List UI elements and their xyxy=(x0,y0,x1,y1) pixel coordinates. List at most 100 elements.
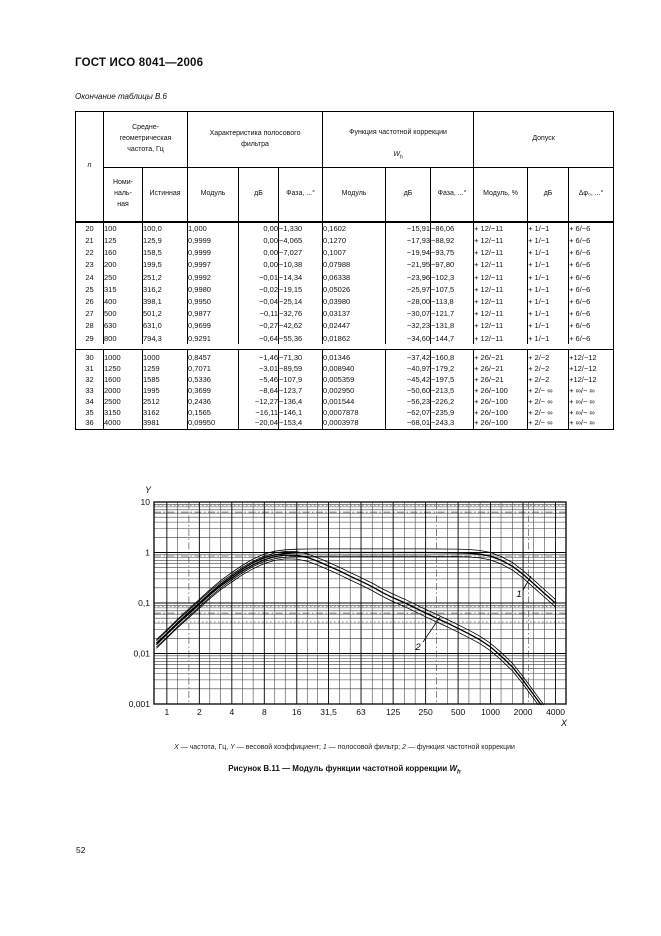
svg-text:0,01: 0,01 xyxy=(133,649,150,659)
col-header-filter-modulus: Модуль xyxy=(187,167,240,223)
table-cell: 1250 xyxy=(103,363,143,375)
table-cell: −86,06 xyxy=(430,221,475,235)
figure-legend: X — частота, Гц, Y — весовой коэффициент… xyxy=(75,744,614,751)
table-cell: −20,04 xyxy=(238,417,280,430)
col-header-wh-modulus: Модуль xyxy=(322,167,387,223)
table-cell: + 6/−6 xyxy=(568,283,615,296)
table-cell: 0,002950 xyxy=(322,385,387,396)
table-cell: + 2/−2 xyxy=(527,363,570,375)
table-cell: 0,06338 xyxy=(322,271,387,284)
table-cell: + 6/−6 xyxy=(568,307,615,320)
table-cell: + ∞/− ∞ xyxy=(568,395,615,407)
table-cell: −56,23 xyxy=(385,395,432,407)
table-cell: + 6/−6 xyxy=(568,332,615,345)
table-cell: + 6/−6 xyxy=(568,221,615,235)
table-cell: −0,11 xyxy=(238,307,280,320)
table-cell: −32,76 xyxy=(278,307,324,320)
col-header-filter-phase: Фаза, ...° xyxy=(278,167,324,223)
curve-label-2: 2 xyxy=(414,616,441,653)
table-cell: +12/−12 xyxy=(568,349,615,364)
table-cell: 0,9291 xyxy=(187,332,240,345)
table-cell: 35 xyxy=(75,406,104,418)
table-row: 30 1000 1000 0,8457 −1,46 −71,30 0,01346 −37,42… xyxy=(75,349,615,364)
table-cell: 0,005359 xyxy=(322,374,387,386)
figure-b11-chart: 1 2 10 1 0,1 0,01 0,001 1 2 4 8 16 31,5 63 125 250 500 10… xyxy=(120,484,580,736)
table-cell: +12/−12 xyxy=(568,363,615,375)
svg-text:1: 1 xyxy=(516,589,521,600)
table-cell: −146,1 xyxy=(278,406,324,418)
y-axis-title: Y xyxy=(145,485,152,495)
table-cell: 32 xyxy=(75,374,104,386)
col-group-weighting-function: Функция частотной коррекции Wh xyxy=(322,111,475,168)
table-header: n Средне- геометрическая частота, Гц Хар… xyxy=(75,111,615,223)
table-cell: 2500 xyxy=(103,395,143,407)
table-cell: 125,9 xyxy=(141,234,189,247)
table-cell: + 1/−1 xyxy=(527,320,570,333)
table-cell: + 1/−1 xyxy=(527,246,570,260)
table-cell: 25 xyxy=(75,283,104,296)
table-cell: 0,03980 xyxy=(322,295,387,308)
table-cell: +12/−12 xyxy=(568,374,615,386)
table-cell: 398,1 xyxy=(141,295,189,308)
table-row: 27 500 501,2 0,9877 −0,11 −32,76 0,03137 −30,07… xyxy=(75,307,615,320)
svg-text:2: 2 xyxy=(414,642,421,653)
table-cell: 794,3 xyxy=(141,332,189,345)
table-cell: −23,96 xyxy=(385,271,432,284)
table-cell: 24 xyxy=(75,271,104,284)
table-rows-30-36: 30 1000 1000 0,8457 −1,46 −71,30 0,01346 −37,42… xyxy=(75,349,615,430)
svg-text:4: 4 xyxy=(229,707,234,717)
curve-1 xyxy=(155,548,556,648)
svg-text:8: 8 xyxy=(262,707,267,717)
table-row: 36 4000 3981 0,09950 −20,04 −153,4 0,0003978 −6… xyxy=(75,417,615,430)
table-row: 20 100 100,0 1,000 0,00 −1,330 0,1602 −15,91 −86… xyxy=(75,221,615,235)
table-cell: + ∞/− ∞ xyxy=(568,417,615,430)
table-cell: 315 xyxy=(103,283,143,296)
table-cell: + 1/−1 xyxy=(527,307,570,320)
table-cell: 0,008940 xyxy=(322,363,387,375)
table-cell: 200 xyxy=(103,259,143,272)
table-cell: 1,000 xyxy=(187,221,240,235)
table-cell: 31 xyxy=(75,363,104,375)
table-cell: −68,01 xyxy=(385,417,432,430)
table-cell: + 12/−11 xyxy=(473,246,529,260)
table-cell: + 1/−1 xyxy=(527,295,570,308)
table-cell: −34,60 xyxy=(385,332,432,345)
table-cell: 28 xyxy=(75,320,104,333)
col-header-wh-phase: Фаза, ...° xyxy=(430,167,475,223)
table-cell: −21,95 xyxy=(385,259,432,272)
col-group-frequency: Средне- геометрическая частота, Гц xyxy=(102,111,189,168)
table-cell: −40,97 xyxy=(385,363,432,375)
table-cell: 160 xyxy=(103,246,143,260)
table-cell: + 12/−11 xyxy=(473,295,529,308)
table-cell: −12,27 xyxy=(238,395,280,407)
table-cell: 1000 xyxy=(141,349,189,364)
table-cell: 800 xyxy=(103,332,143,345)
table-cell: + 2/− ∞ xyxy=(527,385,570,396)
table-cell: 1585 xyxy=(141,374,189,386)
svg-text:1000: 1000 xyxy=(481,707,500,717)
table-rows-20-29: 20 100 100,0 1,000 0,00 −1,330 0,1602 −15,91 −86… xyxy=(75,221,615,345)
table-cell: 21 xyxy=(75,234,104,247)
table-cell: 125 xyxy=(103,234,143,247)
page-title: ГОСТ ИСО 8041—2006 xyxy=(75,57,204,69)
table-cell: −144,7 xyxy=(430,332,475,345)
table-cell: −197,5 xyxy=(430,374,475,386)
table-cell: −0,01 xyxy=(238,271,280,284)
table-cell: + 12/−11 xyxy=(473,221,529,235)
table-cell: + ∞/− ∞ xyxy=(568,406,615,418)
table-cell: −10,38 xyxy=(278,259,324,272)
legend-text: — функция частотной коррекции xyxy=(405,744,515,751)
table-cell: 158,5 xyxy=(141,246,189,260)
table-cell: −55,36 xyxy=(278,332,324,345)
table-cell: + 12/−11 xyxy=(473,320,529,333)
table-cell: −97,80 xyxy=(430,259,475,272)
table-row: 25 315 316,2 0,9980 −0,02 −19,15 0,05026 −25,97… xyxy=(75,283,615,296)
table-cell: 4000 xyxy=(103,417,143,430)
table-cell: −17,93 xyxy=(385,234,432,247)
svg-text:250: 250 xyxy=(419,707,433,717)
table-cell: 251,2 xyxy=(141,271,189,284)
col-header-tol-phase: Δφ₀, ...° xyxy=(568,167,615,223)
table-cell: + 6/−6 xyxy=(568,246,615,260)
